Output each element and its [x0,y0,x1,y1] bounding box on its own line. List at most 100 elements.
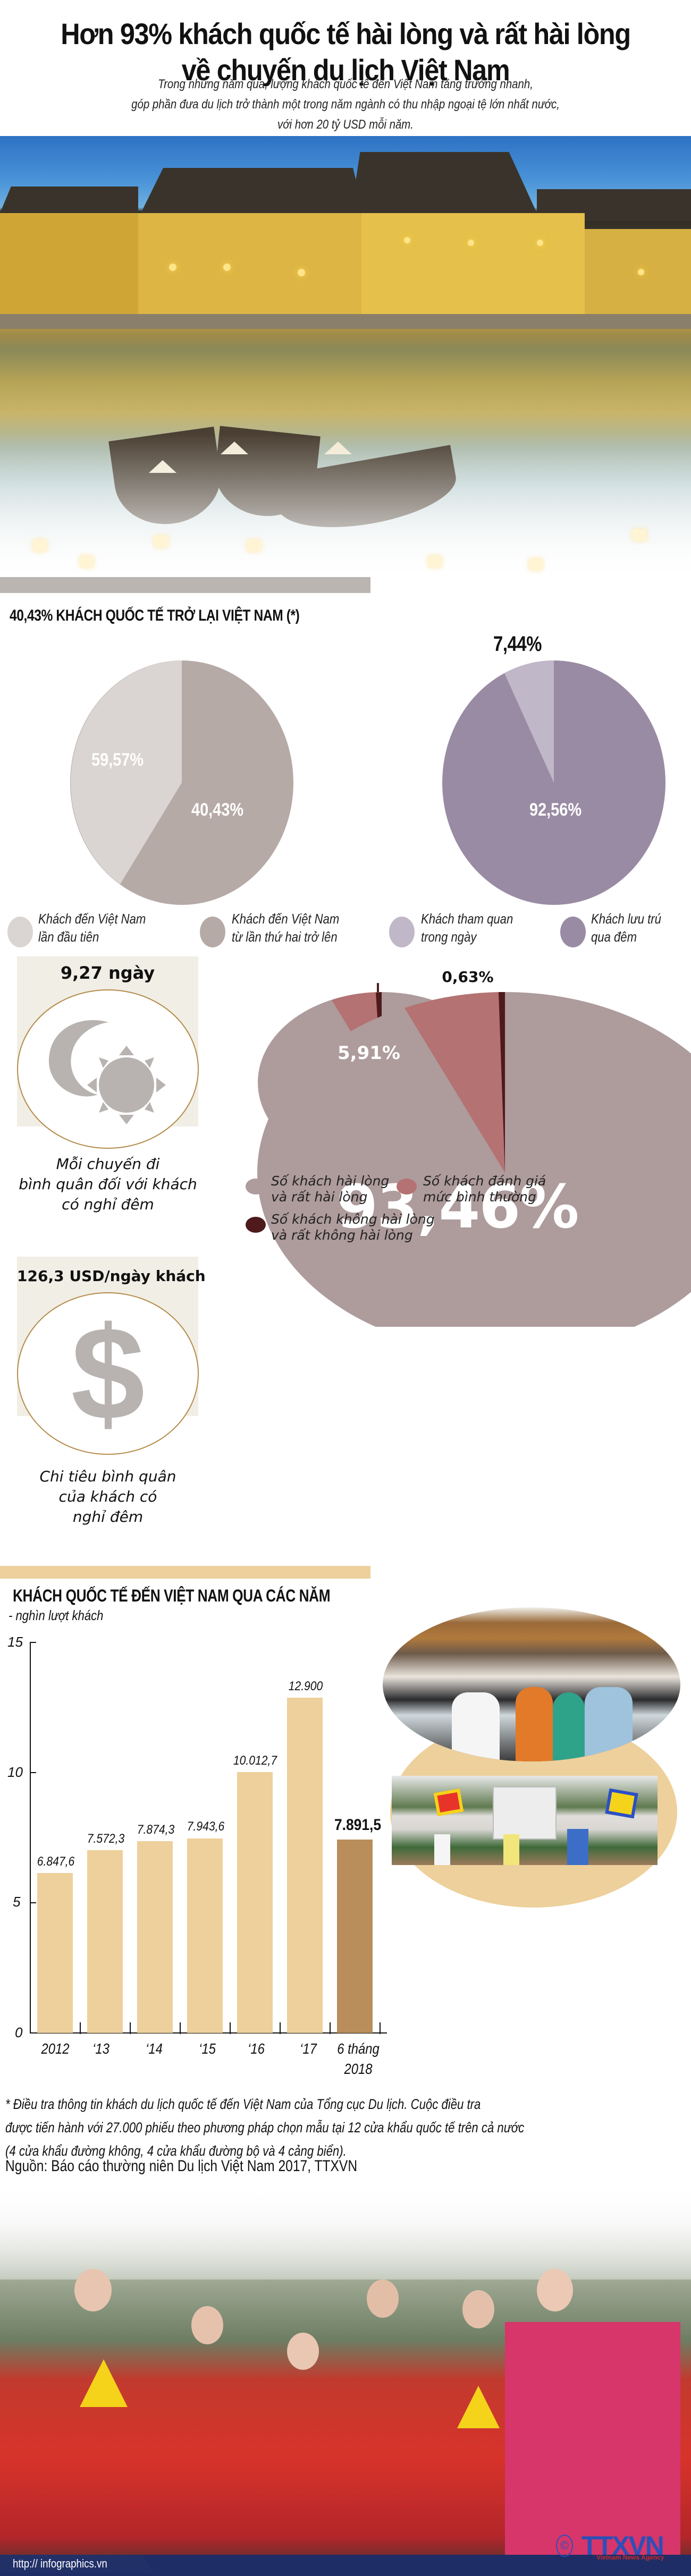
bar-2012 [37,1873,73,2033]
floating-lantern [529,558,543,570]
pie-satisfaction-large: 5,91% 93,46% [257,992,691,1353]
face [537,2269,573,2311]
pie-svg-large [257,992,691,1327]
roof-shape [0,187,138,213]
caption-line: có nghỉ đêm [62,1196,154,1213]
bar-value-label: 6.847,6 [37,1854,75,1869]
y-tick-label: 15 [7,1634,23,1650]
tourist-figure [503,1834,519,1865]
pie-svg [70,660,293,905]
leader-line [377,983,379,994]
lantern-light [468,240,474,246]
legend-swatch-dissatisfied [246,1217,266,1233]
caption-line: Chi tiêu bình quân [39,1468,176,1485]
caption-line: bình quân đối với khách [19,1175,197,1193]
outside-label-dissatisfied: 0,63% [442,968,494,986]
moon-sun-icon [48,1020,166,1124]
y-axis [30,1654,31,2033]
legend-overnight: Khách lưu trú qua đêm [591,910,661,946]
floating-lantern [633,529,646,541]
page-title: Hơn 93% khách quốc tế hài lòng và rất hà… [35,16,656,88]
lantern-light [537,240,543,246]
chart-unit-label: - nghìn lượt khách [9,1607,104,1623]
legend-line: Khách đến Việt Nam [38,911,146,927]
y-tick [30,1642,36,1643]
y-tick-label: 5 [13,1894,21,1910]
photo-fade [0,2184,691,2280]
face [191,2306,223,2344]
subtitle-line-3: với hơn 20 tỷ USD mỗi năm. [277,117,414,132]
footnote: * Điều tra thông tin khách du lịch quốc … [5,2092,689,2163]
x-tick [380,2022,381,2034]
legend-line: mức bình thường [423,1189,536,1205]
lantern-light [404,237,410,243]
section-heading-return-visitors: 40,43% KHÁCH QUỐC TẾ TRỞ LẠI VIỆT NAM (*… [10,607,300,624]
pink-jacket [505,2322,680,2576]
bar-2013 [87,1850,123,2033]
legend-first-time: Khách đến Việt Nam lần đầu tiên [38,910,146,946]
bar-2016 [237,1772,273,2033]
photo-fade [0,434,691,582]
slice-label-returning: 40,43% [191,800,244,820]
stat-value-stay-length: 9,27 ngày [60,963,155,983]
title-line-1: Hơn 93% khách quốc tế hài lòng và rất hà… [61,17,631,50]
legend-line: trong ngày [421,929,477,945]
y-tick [30,1902,36,1903]
y-tick [30,1772,36,1773]
x-label: ‘15 [199,2040,216,2057]
face [74,2269,112,2311]
pie-chart-returning: 59,57% 40,43% [70,660,293,905]
legend-line: và rất không hài lòng [271,1227,413,1243]
photo-hue-citadel-tourists [383,1607,680,1761]
footnote-line: * Điều tra thông tin khách du lịch quốc … [5,2096,481,2112]
x-tick [230,2022,231,2034]
x-axis [30,2032,387,2033]
bar-value-label: 7.943,6 [187,1819,225,1834]
floating-lantern [80,556,94,567]
floating-lantern [33,540,47,552]
legend-line: Khách lưu trú [591,911,661,927]
lantern-light [298,269,305,276]
section-divider-gold [0,1566,370,1579]
x-tick [280,2022,281,2034]
roof-shape [141,168,364,213]
title-line-2: về chuyến du lịch Việt Nam [181,53,510,87]
legend-dissatisfied: Số khách không hài lòng và rất không hài … [271,1211,435,1243]
floating-lantern [247,540,261,552]
page-subtitle: Trong những năm qua, lượng khách quốc tế… [52,74,639,135]
legend-line: từ lần thứ hai trở lên [232,929,338,945]
legend-swatch-overnight [560,917,586,947]
lantern-light [638,269,644,275]
y-axis-top [30,1642,31,1656]
bar-value-label: 12.900 [288,1679,323,1693]
bar-value-label-highlight: 7.891,5 [334,1816,382,1834]
x-tick [80,2022,81,2034]
ttxvn-logo: TTXVN [582,2531,664,2561]
x-tick [180,2022,181,2034]
legend-line: Khách tham quan [421,911,513,927]
legend-swatch-returning [200,917,225,947]
legend-swatch-neutral [397,1179,417,1194]
footer-url-tab [0,2555,154,2573]
subtitle-line-2: góp phần đưa du lịch trở thành một trong… [131,97,560,112]
legend-swatch-satisfied [246,1179,266,1194]
legend-line: Khách đến Việt Nam [232,911,340,927]
legend-returning: Khách đến Việt Nam từ lần thứ hai trở lên [232,910,339,946]
gate-structure [493,1786,557,1840]
x-label: ‘16 [248,2040,265,2057]
x-tick [130,2022,131,2034]
floating-lantern [154,536,168,547]
tourist-figure [585,1687,633,1761]
pie-chart-stay-type: 92,56% [442,660,665,905]
legend-satisfied: Số khách hài lòng và rất hài lòng [271,1173,389,1205]
stat-value-spending: 126,3 USD/ngày khách [17,1267,206,1285]
footnote-line: được tiến hành với 27.000 phiếu theo phư… [5,2120,525,2136]
footer-url-link[interactable]: http:// infographics.vn [13,2557,107,2570]
caption-line: Mỗi chuyến đi [56,1155,160,1173]
legend-swatch-day-visitors [389,917,415,947]
source-credit: Nguồn: Báo cáo thường niên Du lịch Việt … [5,2157,358,2175]
slice-label-satisfied: 93,46% [336,1173,579,1242]
footnote-line: (4 cửa khẩu đường không, 4 cửa khẩu đườn… [5,2143,347,2159]
floating-lantern [428,556,442,567]
legend-day-visitors: Khách tham quan trong ngày [421,910,513,946]
